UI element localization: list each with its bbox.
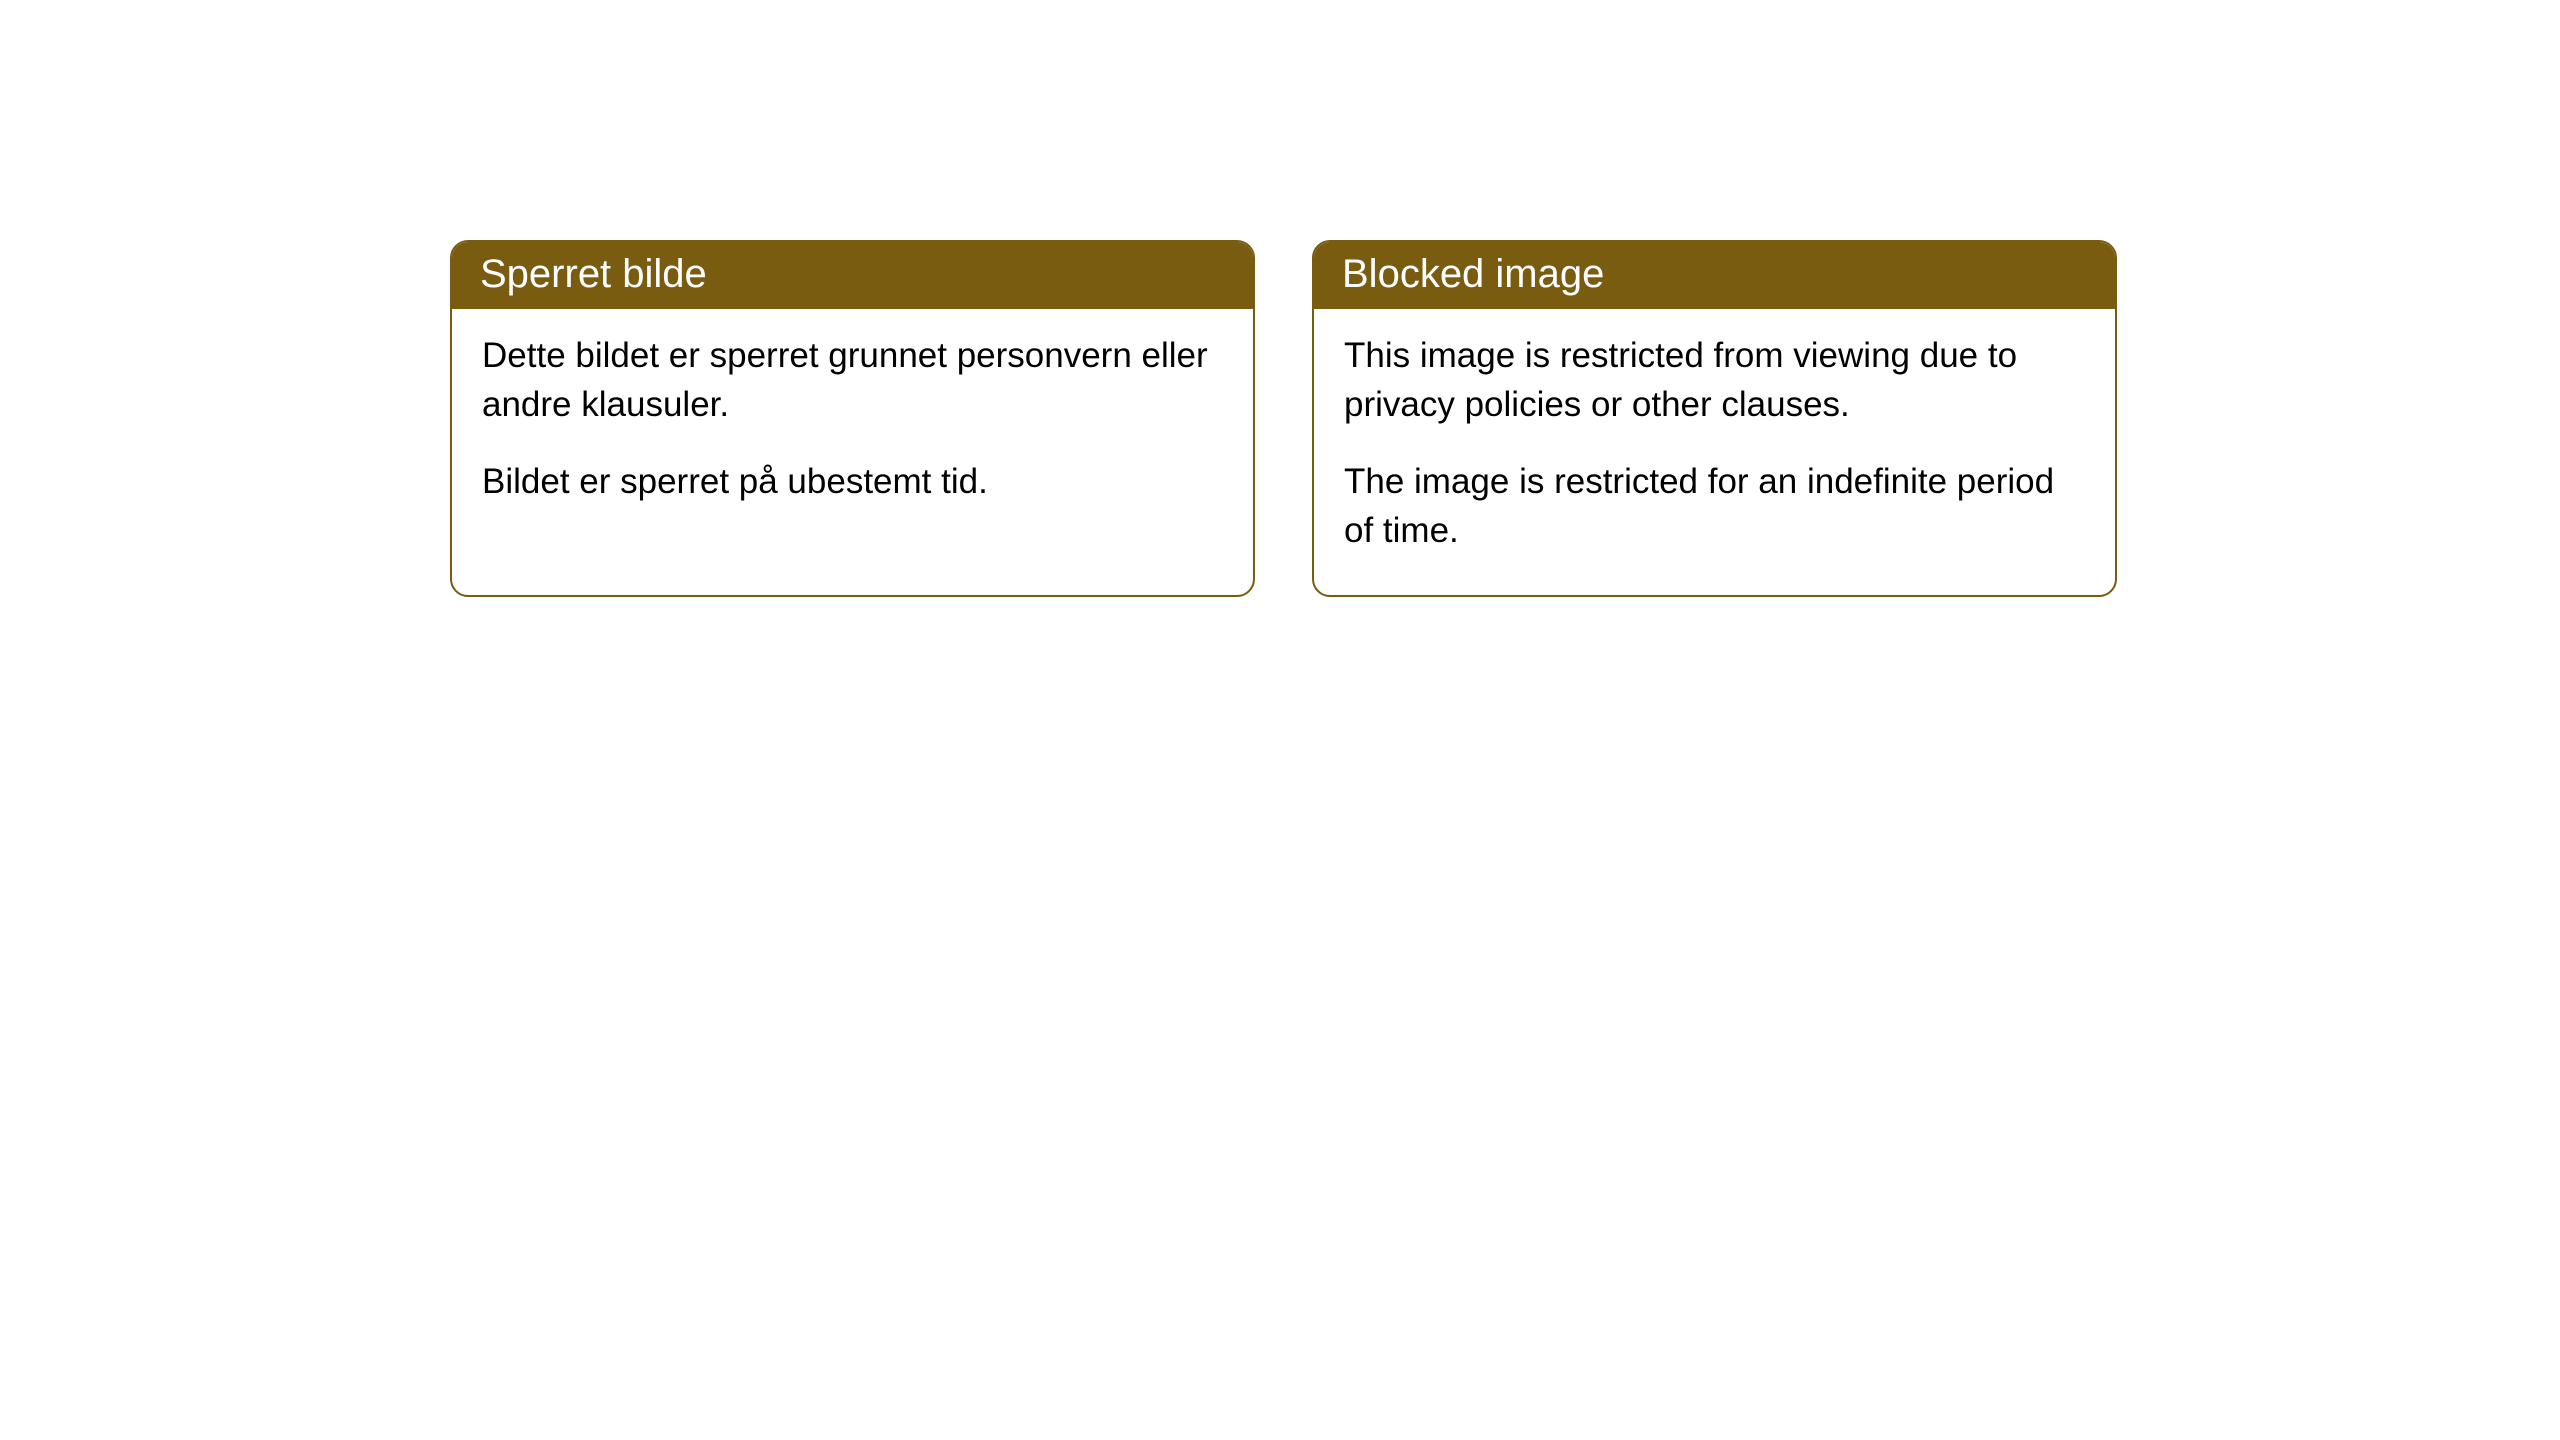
card-paragraph-2: Bildet er sperret på ubestemt tid.	[482, 457, 1223, 506]
card-paragraph-2: The image is restricted for an indefinit…	[1344, 457, 2085, 555]
card-body: Dette bildet er sperret grunnet personve…	[452, 309, 1253, 546]
blocked-image-card-english: Blocked image This image is restricted f…	[1312, 240, 2117, 597]
card-title: Blocked image	[1342, 252, 1604, 296]
card-title: Sperret bilde	[480, 252, 707, 296]
card-paragraph-1: This image is restricted from viewing du…	[1344, 331, 2085, 429]
card-body: This image is restricted from viewing du…	[1314, 309, 2115, 595]
notice-cards-container: Sperret bilde Dette bildet er sperret gr…	[0, 0, 2560, 597]
card-paragraph-1: Dette bildet er sperret grunnet personve…	[482, 331, 1223, 429]
blocked-image-card-norwegian: Sperret bilde Dette bildet er sperret gr…	[450, 240, 1255, 597]
card-header: Sperret bilde	[452, 242, 1253, 309]
card-header: Blocked image	[1314, 242, 2115, 309]
